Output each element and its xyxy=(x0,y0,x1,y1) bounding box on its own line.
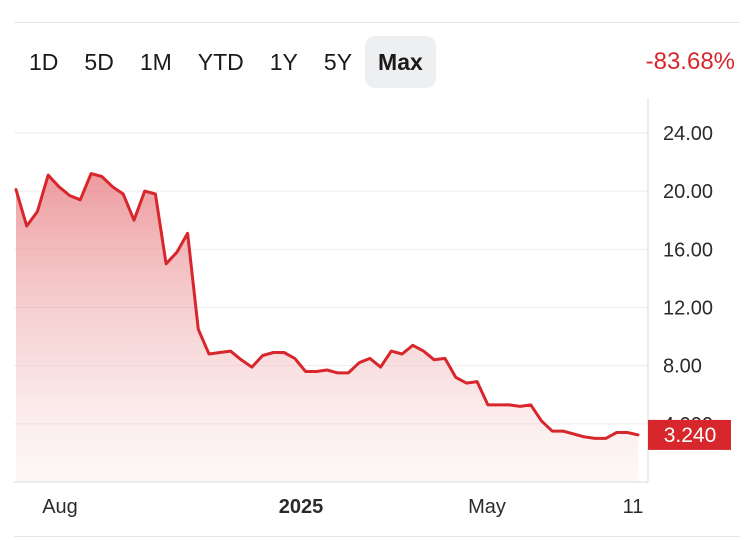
range-tab-5y[interactable]: 5Y xyxy=(323,49,353,75)
bottom-divider xyxy=(14,536,740,537)
y-tick-label: 8.00 xyxy=(663,356,702,378)
range-tab-max[interactable]: Max xyxy=(365,36,436,88)
y-tick-label: 16.00 xyxy=(663,239,713,261)
range-tab-1m[interactable]: 1M xyxy=(139,49,172,75)
x-tick-label: 11 xyxy=(623,496,644,518)
x-tick-label: 2025 xyxy=(279,496,324,518)
percent-change: -83.68% xyxy=(645,48,735,75)
range-tab-1y[interactable]: 1Y xyxy=(269,49,298,75)
price-line xyxy=(14,172,640,440)
x-axis-ticks: Aug 2025 May 11 xyxy=(42,496,643,518)
last-price-tag: 3.240 xyxy=(648,419,731,450)
range-tab-ytd[interactable]: YTD xyxy=(197,49,244,75)
range-selector: 1D 5D 1M YTD 1Y 5Y Max xyxy=(16,36,436,88)
y-tick-label: 12.00 xyxy=(663,297,713,319)
last-price-label: 3.240 xyxy=(664,424,717,447)
x-tick-label: Aug xyxy=(42,496,78,518)
range-tab-5d[interactable]: 5D xyxy=(84,49,114,75)
last-price-tag-bg xyxy=(648,419,731,450)
top-divider xyxy=(14,22,740,23)
x-tick-label: May xyxy=(468,496,506,518)
price-area-fill xyxy=(16,173,638,482)
range-tab-1d[interactable]: 1D xyxy=(29,49,59,75)
y-tick-label: 20.00 xyxy=(663,181,713,203)
y-tick-label: 24.00 xyxy=(663,123,713,145)
